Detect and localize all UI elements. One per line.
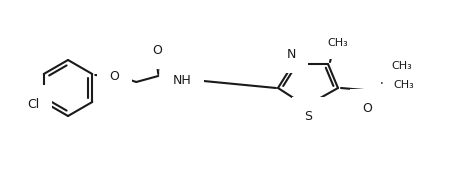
Text: CH₃: CH₃ <box>392 61 413 71</box>
Text: Cl: Cl <box>28 98 40 111</box>
Text: O: O <box>109 70 119 83</box>
Text: N: N <box>286 48 296 61</box>
Text: O: O <box>362 102 372 115</box>
Text: CH₃: CH₃ <box>328 38 348 48</box>
Text: O: O <box>152 43 162 56</box>
Text: N: N <box>379 74 389 86</box>
Text: S: S <box>304 109 312 122</box>
Text: CH₃: CH₃ <box>394 80 414 90</box>
Text: NH: NH <box>173 74 192 86</box>
